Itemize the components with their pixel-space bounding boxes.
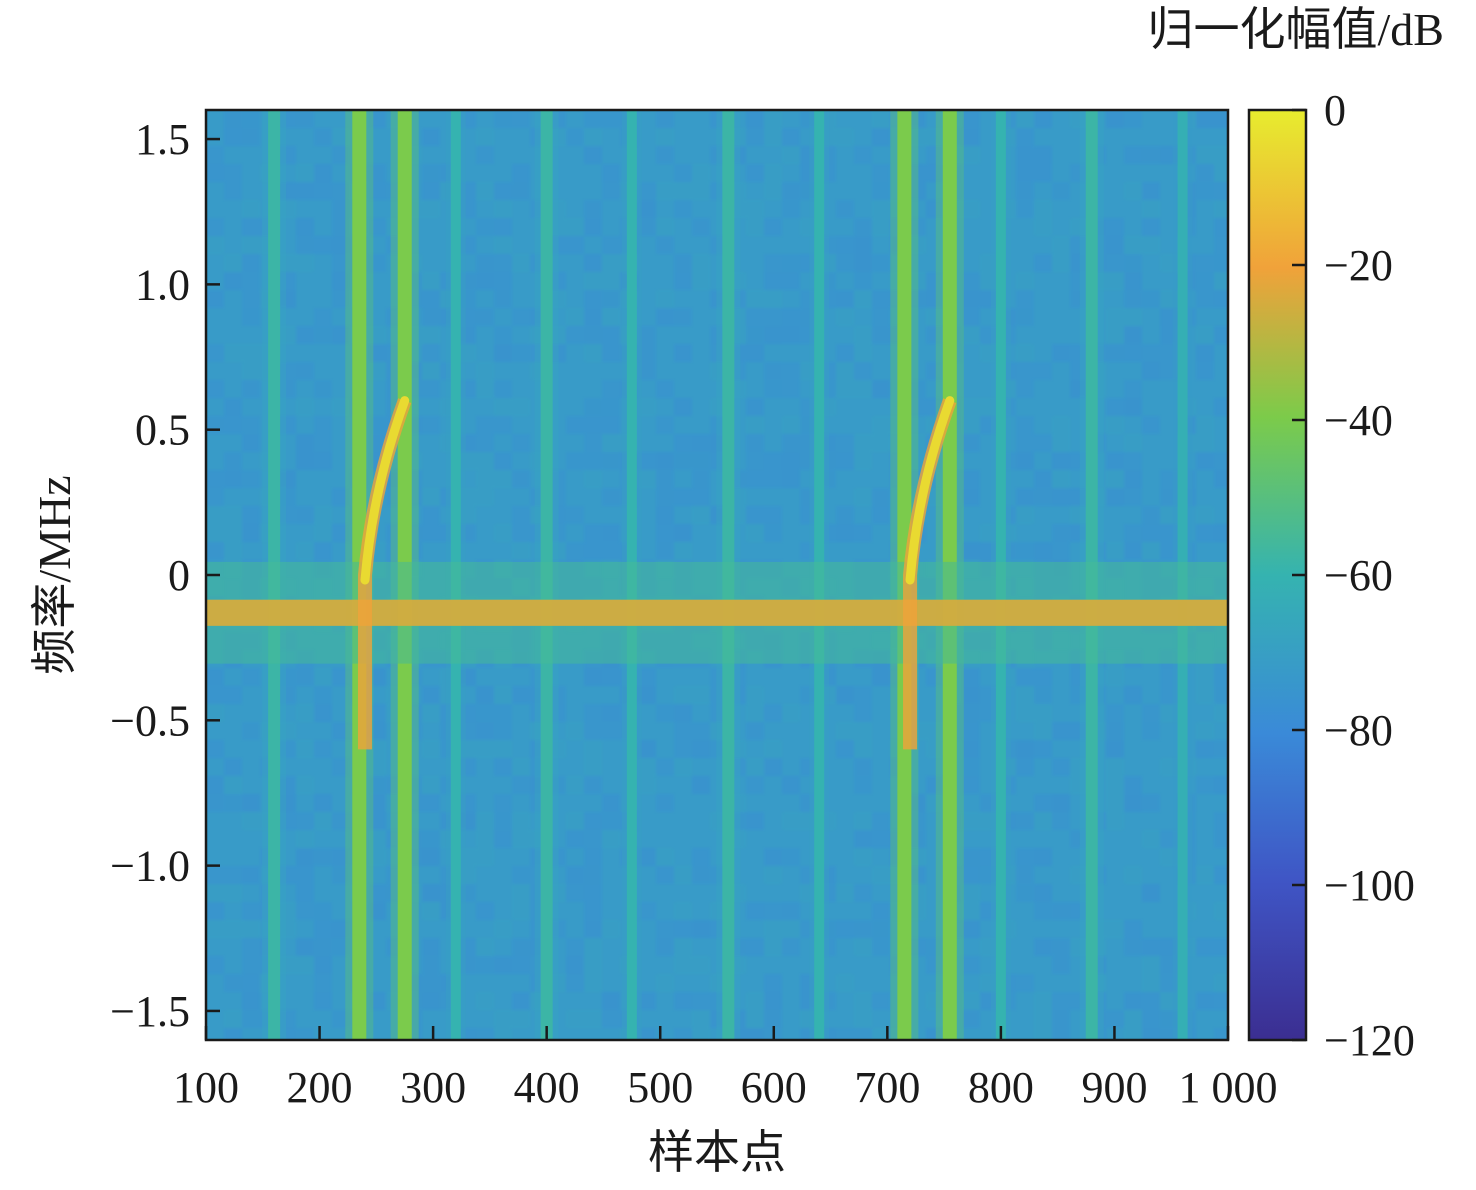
y-axis-label: 频率/MHz (29, 475, 80, 674)
y-tick-label: −1.0 (110, 842, 190, 891)
x-tick-label: 600 (741, 1063, 807, 1112)
chirp-trace (905, 396, 955, 585)
colorbar-tick-label: −60 (1324, 551, 1393, 600)
colorbar-tick-label: −20 (1324, 241, 1393, 290)
heatmap-area (206, 110, 1228, 1040)
colorbar-tick-label: −40 (1324, 396, 1393, 445)
x-tick-label: 800 (968, 1063, 1034, 1112)
x-tick-label: 900 (1081, 1063, 1147, 1112)
x-tick-label: 100 (173, 1063, 239, 1112)
x-axis-label: 样本点 (648, 1127, 786, 1178)
colorbar-tick-label: 0 (1324, 86, 1346, 135)
x-tick-label: 500 (627, 1063, 693, 1112)
y-tick-label: 0 (168, 551, 190, 600)
x-tick-label: 400 (514, 1063, 580, 1112)
colorbar-tick-label: −100 (1324, 861, 1415, 910)
y-tick-label: −1.5 (110, 987, 190, 1036)
colorbar-axis: 0 −20 −40 −60 −80 −100 −120 (1292, 86, 1415, 1065)
colorbar-tick-label: −120 (1324, 1016, 1415, 1065)
y-tick-label: 1.5 (135, 115, 190, 164)
chirp-trace (360, 396, 410, 585)
y-axis: 1.5 1.0 0.5 0 −0.5 −1.0 −1.5 (110, 115, 220, 1036)
horizontal-band (206, 599, 1228, 626)
y-tick-label: 0.5 (135, 406, 190, 455)
x-tick-label: 1 000 (1179, 1063, 1278, 1112)
colorbar-tick-label: −80 (1324, 706, 1393, 755)
x-tick-label: 200 (287, 1063, 353, 1112)
y-tick-label: −0.5 (110, 696, 190, 745)
x-tick-label: 300 (400, 1063, 466, 1112)
y-tick-label: 1.0 (135, 260, 190, 309)
colorbar-label: 归一化幅值/dB (1148, 4, 1444, 55)
x-tick-label: 700 (854, 1063, 920, 1112)
x-axis: 100 200 300 400 500 600 700 800 900 1 000 (173, 1026, 1278, 1112)
